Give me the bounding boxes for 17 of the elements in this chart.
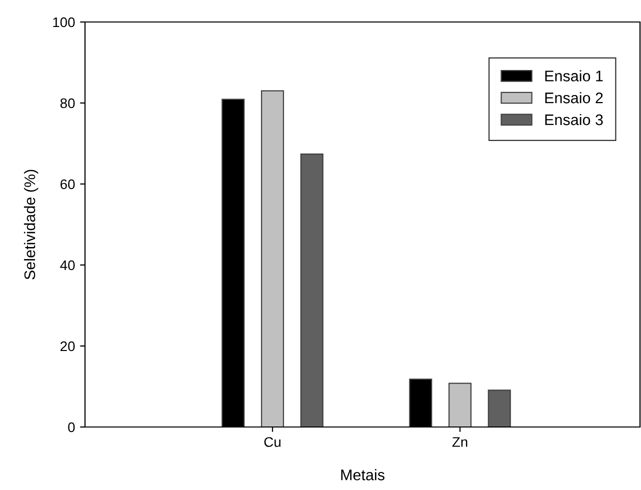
x-tick-label: Zn: [452, 437, 468, 447]
y-tick-label: 20: [60, 341, 75, 352]
x-tick-label: Cu: [264, 437, 280, 447]
legend-label: Ensaio 2: [545, 92, 603, 104]
legend-label: Ensaio 1: [545, 70, 603, 82]
y-tick-label: 40: [60, 260, 75, 270]
bar: [260, 90, 284, 427]
legend-label: Ensaio 3: [545, 114, 603, 126]
y-tick-label: 100: [53, 17, 75, 28]
bar: [300, 153, 324, 427]
y-axis-title: Seletividade (%): [24, 170, 38, 280]
bar: [448, 382, 472, 427]
y-tick-label: 80: [60, 98, 75, 108]
y-tick-label: 60: [60, 179, 75, 190]
x-axis-title: Metais: [341, 469, 384, 480]
y-tick-label: 0: [68, 422, 75, 432]
bar: [488, 390, 511, 427]
